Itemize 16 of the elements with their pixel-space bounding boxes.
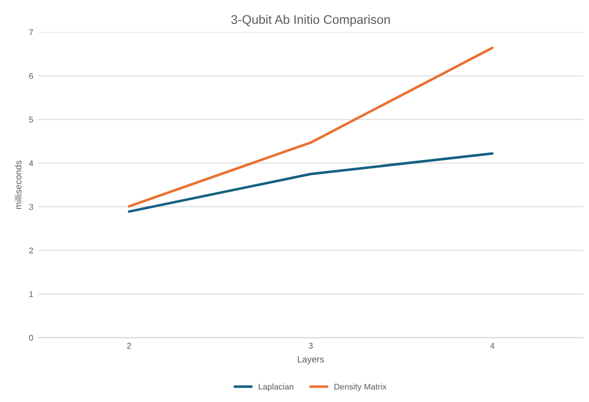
y-tick-label: 7 bbox=[29, 29, 34, 36]
y-tick-label: 0 bbox=[29, 334, 34, 341]
x-tick-label: 4 bbox=[490, 342, 494, 349]
x-axis-title: Layers bbox=[298, 356, 324, 364]
x-tick-label: 2 bbox=[127, 342, 131, 349]
y-tick-label: 3 bbox=[29, 204, 34, 210]
y-axis-title: milliseconds bbox=[14, 160, 22, 209]
y-tick-label: 1 bbox=[29, 291, 34, 298]
x-tick-label: 3 bbox=[308, 342, 313, 349]
y-tick-label: 5 bbox=[29, 116, 34, 123]
y-tick-label: 6 bbox=[29, 73, 34, 79]
chart-title: 3-Qubit Ab Initio Comparison bbox=[231, 14, 390, 26]
legend-label: Laplacian bbox=[258, 384, 294, 392]
y-tick-label: 4 bbox=[28, 160, 34, 166]
y-tick-label: 2 bbox=[29, 248, 34, 254]
legend-label: Density Matrix bbox=[334, 384, 387, 392]
